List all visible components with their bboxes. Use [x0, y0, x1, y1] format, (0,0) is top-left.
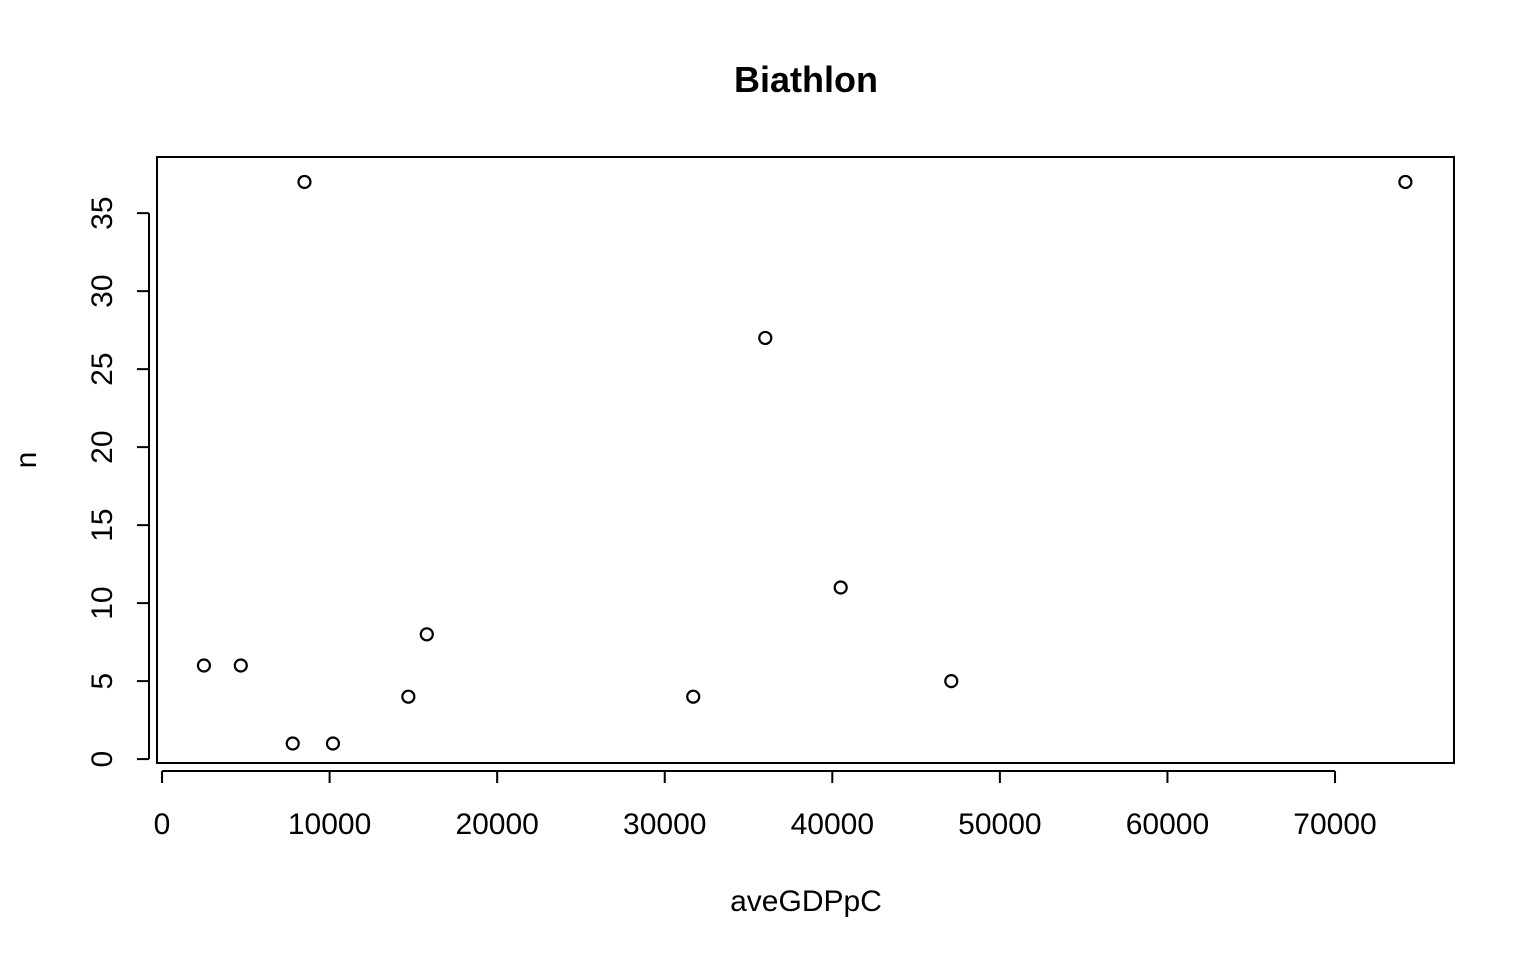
data-point — [196, 658, 212, 673]
y-tick-label: 0 — [86, 751, 119, 768]
y-tick-label: 10 — [86, 586, 119, 619]
data-point — [297, 174, 312, 190]
y-axis: 0 5 10 15 20 25 30 35 — [86, 196, 150, 768]
data-points — [196, 174, 1413, 751]
data-point — [833, 580, 848, 595]
data-point — [325, 736, 341, 751]
y-tick-label: 25 — [86, 352, 119, 385]
data-point — [944, 674, 959, 689]
x-tick-label: 10000 — [288, 808, 371, 841]
x-tick-label: 50000 — [958, 808, 1041, 841]
y-tick-label: 20 — [86, 430, 119, 463]
plot-frame — [156, 156, 1455, 764]
data-point — [419, 627, 434, 642]
data-point — [686, 689, 701, 704]
chart-title: Biathlon — [734, 59, 878, 100]
x-tick-label: 20000 — [455, 808, 538, 841]
data-point — [233, 658, 248, 673]
y-tick-label: 5 — [86, 673, 119, 690]
x-tick-label: 40000 — [791, 808, 874, 841]
data-point — [285, 736, 300, 751]
data-point — [401, 689, 416, 704]
x-tick-label: 70000 — [1293, 808, 1376, 841]
data-point — [758, 330, 773, 346]
x-axis-label: aveGDPpC — [730, 885, 882, 918]
y-tick-label: 30 — [86, 274, 119, 307]
x-tick-label: 60000 — [1126, 808, 1209, 841]
y-axis-label: n — [10, 452, 43, 469]
y-tick-label: 15 — [86, 508, 119, 541]
y-tick-label: 35 — [86, 196, 119, 229]
x-tick-label: 30000 — [623, 808, 706, 841]
data-point — [1398, 174, 1413, 190]
x-tick-label: 0 — [154, 808, 171, 841]
x-axis: 0 10000 20000 30000 40000 50000 60000 70000 — [154, 770, 1377, 841]
